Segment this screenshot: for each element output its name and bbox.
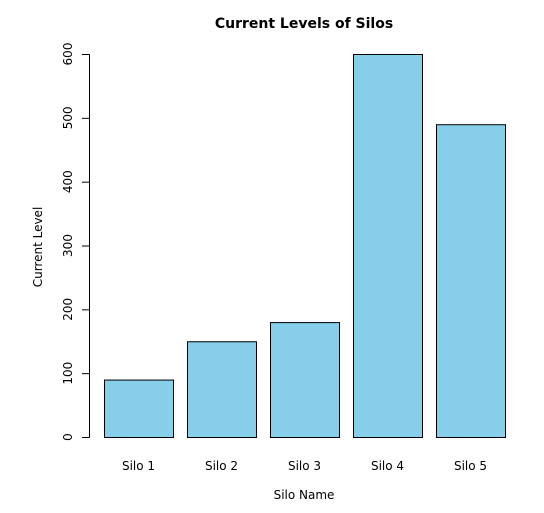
x-tick-label-5: Silo 5 [454,459,487,473]
y-tick-label-5: 500 [61,106,75,129]
x-tick-label-4: Silo 4 [371,459,404,473]
bars-group [104,54,506,439]
x-tick-label-2: Silo 2 [205,459,238,473]
bar-2 [187,341,257,438]
bar-5 [436,124,506,438]
bar-4 [353,54,423,438]
y-tick-label-2: 200 [61,298,75,321]
y-tick-label-6: 600 [61,43,75,66]
y-axis-label: Current Level [31,207,45,288]
x-axis-tick-labels: Silo 1 Silo 2 Silo 3 Silo 4 Silo 5 [122,459,487,473]
y-tick-label-3: 300 [61,234,75,257]
y-axis: 0 100 200 300 400 500 600 [61,43,90,441]
bar-1 [104,379,174,438]
y-tick-label-1: 100 [61,362,75,385]
x-tick-label-1: Silo 1 [122,459,155,473]
y-tick-label-0: 0 [61,433,75,441]
x-axis-label: Silo Name [274,488,335,502]
x-tick-label-3: Silo 3 [288,459,321,473]
y-tick-label-4: 400 [61,170,75,193]
chart-title: Current Levels of Silos [215,16,393,32]
bar-3 [270,322,340,439]
